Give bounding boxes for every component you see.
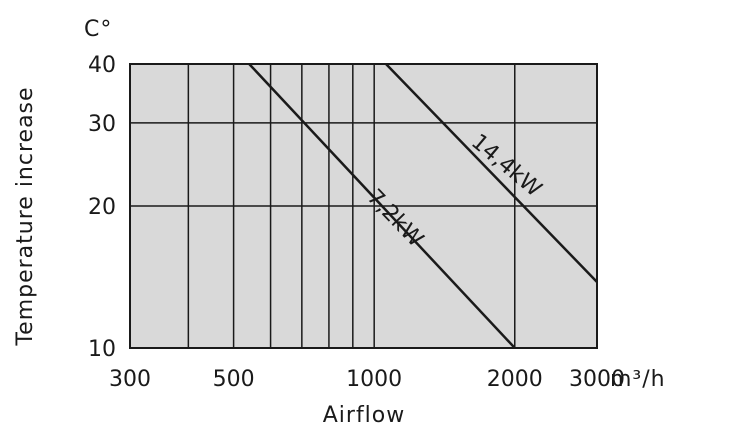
x-unit: m³/h — [610, 367, 666, 392]
y-tick-label: 30 — [88, 112, 116, 137]
series-layer — [248, 63, 598, 349]
y-unit: C° — [84, 17, 112, 42]
y-tick-label: 20 — [88, 195, 116, 220]
x-tick-label: 2000 — [487, 367, 543, 392]
y-tick-label: 10 — [88, 337, 116, 362]
plot-frame — [129, 63, 598, 349]
series-line-0 — [248, 63, 516, 349]
x-tick-label: 1000 — [346, 367, 402, 392]
y-tick-label: 40 — [88, 53, 116, 78]
x-tick-label: 500 — [213, 367, 255, 392]
y-axis-label: Temperature increase — [13, 86, 38, 346]
x-tick-labels: 300 500 1000 2000 3000 — [109, 367, 625, 392]
series-line-1 — [385, 63, 598, 283]
x-axis-label: Airflow — [323, 403, 406, 428]
y-tick-labels: 10 20 30 40 — [88, 53, 116, 362]
grid — [130, 64, 597, 348]
x-tick-label: 3000 — [569, 367, 625, 392]
x-tick-label: 300 — [109, 367, 151, 392]
